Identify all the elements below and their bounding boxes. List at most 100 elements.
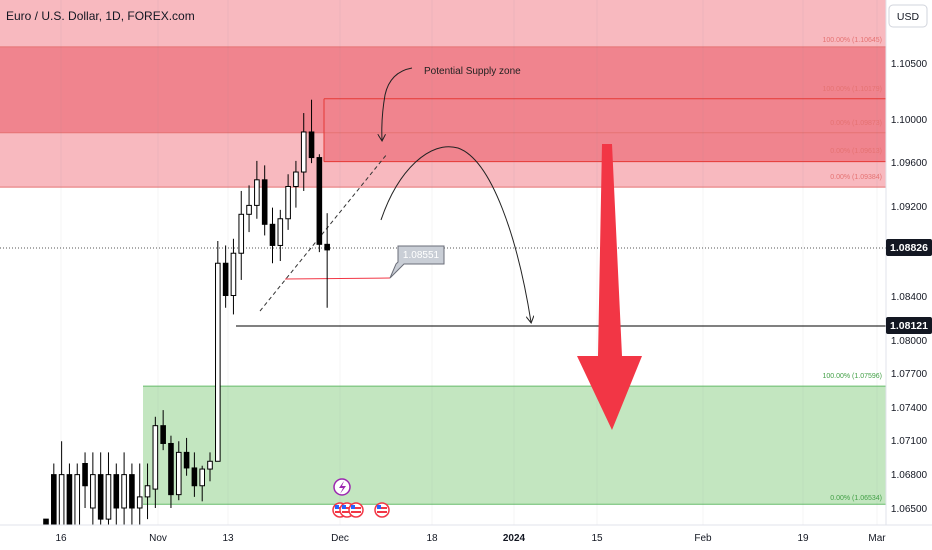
candle[interactable] <box>183 437 190 476</box>
candle[interactable] <box>293 160 299 208</box>
fib-label: 0.00% (1.06534) <box>830 495 882 502</box>
candle[interactable] <box>254 160 260 219</box>
candle[interactable] <box>238 190 245 280</box>
support-price-tag[interactable]: 1.08121 <box>886 317 932 334</box>
candle-body-down <box>191 467 198 487</box>
candle-body-down <box>308 131 315 159</box>
fib-label: 0.00% (1.09873) <box>830 120 882 127</box>
zones-layer <box>0 0 886 505</box>
candle[interactable] <box>160 410 166 451</box>
projection-curve-arrow[interactable] <box>380 146 531 322</box>
price-tick: 1.07700 <box>891 369 928 380</box>
fib-label: 100.00% (1.10645) <box>822 37 882 44</box>
candle[interactable] <box>207 452 213 482</box>
candle-body-down <box>324 243 330 251</box>
candle-body-down <box>66 474 73 531</box>
price-tick: 1.06800 <box>891 470 928 481</box>
candle-body-down <box>113 474 120 509</box>
candle-body-up <box>215 262 221 462</box>
us-flag-event-icon[interactable] <box>348 502 364 518</box>
candle[interactable] <box>82 452 88 508</box>
price-tick: 1.08000 <box>891 336 928 347</box>
candle-body-up <box>300 131 307 173</box>
candle[interactable] <box>300 113 307 191</box>
fib-label: 0.00% (1.09384) <box>830 174 882 181</box>
candle[interactable] <box>269 207 276 264</box>
candle-body-down <box>129 474 135 509</box>
candle-body-down <box>183 451 190 469</box>
candle[interactable] <box>113 463 120 531</box>
dividend-event-icon[interactable] <box>333 478 351 496</box>
candle-body-up <box>293 171 299 187</box>
candle[interactable] <box>230 238 237 315</box>
candle-body-down <box>316 157 323 245</box>
candle-body-up <box>277 218 284 246</box>
fib-label: 100.00% (1.07596) <box>822 373 882 380</box>
symbol-title[interactable]: Euro / U.S. Dollar, 1D, FOREX.com <box>6 9 195 23</box>
currency-button[interactable]: USD <box>888 4 928 28</box>
drawings-layer <box>0 67 886 327</box>
candle[interactable] <box>261 165 268 236</box>
time-tick: Dec <box>331 533 349 544</box>
candle[interactable] <box>246 185 252 233</box>
support-price-tag-text: 1.08121 <box>890 320 928 332</box>
candle[interactable] <box>168 435 174 508</box>
candle[interactable] <box>175 441 182 501</box>
candle-body-up <box>105 474 112 520</box>
candle[interactable] <box>199 465 205 502</box>
big-down-arrow[interactable] <box>577 144 642 430</box>
price-axis[interactable]: 1.10500 1.10000 1.09600 1.09200 1.08400 1.080… <box>891 59 928 515</box>
price-axis-background <box>886 0 932 525</box>
supply-zone-label[interactable]: Potential Supply zone <box>424 66 521 77</box>
time-axis[interactable]: 16 Nov 13 Dec 18 2024 15 Feb 19 Mar <box>55 533 886 544</box>
fib-labels: 100.00% (1.10645) 100.00% (1.10179) 0.00% … <box>822 37 882 502</box>
time-tick: 13 <box>222 533 234 544</box>
current-price-tag[interactable]: 1.08826 <box>886 239 932 256</box>
demand-zone[interactable] <box>143 386 886 505</box>
candle-body-down <box>261 179 268 225</box>
candle-body-up <box>199 468 205 487</box>
time-tick: 16 <box>55 533 67 544</box>
candle[interactable] <box>152 416 159 508</box>
supply-zone-pointer-arrow[interactable] <box>382 67 413 140</box>
candle[interactable] <box>277 209 284 262</box>
fib-label: 0.00% (1.09613) <box>830 148 882 155</box>
candle-body-down <box>51 474 57 531</box>
candle-body-down <box>82 463 88 487</box>
us-flag-event-icon[interactable] <box>374 502 390 518</box>
candle[interactable] <box>324 213 330 308</box>
price-callout[interactable]: 1.08551 <box>389 245 445 279</box>
candle-body-up <box>144 485 151 498</box>
candle-body-down <box>269 223 276 246</box>
candle-body-up <box>121 474 127 509</box>
candle[interactable] <box>316 154 323 253</box>
candle[interactable] <box>308 99 315 164</box>
candle[interactable] <box>90 452 96 531</box>
callout-leader-line[interactable] <box>284 277 391 280</box>
price-tick: 1.09600 <box>891 158 928 169</box>
time-tick: 19 <box>797 533 809 544</box>
candle-body-up <box>230 252 237 297</box>
candle[interactable] <box>222 245 229 308</box>
candle[interactable] <box>129 463 135 531</box>
current-price-tag-text: 1.08826 <box>890 242 928 254</box>
candle-body-up <box>90 474 96 509</box>
price-tick: 1.10000 <box>891 115 928 126</box>
price-tick: 1.07400 <box>891 403 928 414</box>
time-tick: Feb <box>694 533 712 544</box>
candle-body-down <box>168 442 174 496</box>
time-tick: Nov <box>149 533 167 544</box>
candle-body-up <box>207 460 213 470</box>
time-tick: 15 <box>591 533 603 544</box>
candle[interactable] <box>285 174 291 230</box>
candle-body-up <box>246 204 252 215</box>
candle[interactable] <box>191 452 198 497</box>
candle[interactable] <box>215 241 221 462</box>
price-tick: 1.09200 <box>891 202 928 213</box>
candle-body-down <box>222 262 229 297</box>
candle[interactable] <box>144 463 151 520</box>
trend-dashed-line[interactable] <box>259 153 388 312</box>
price-callout-value: 1.08551 <box>403 250 440 261</box>
